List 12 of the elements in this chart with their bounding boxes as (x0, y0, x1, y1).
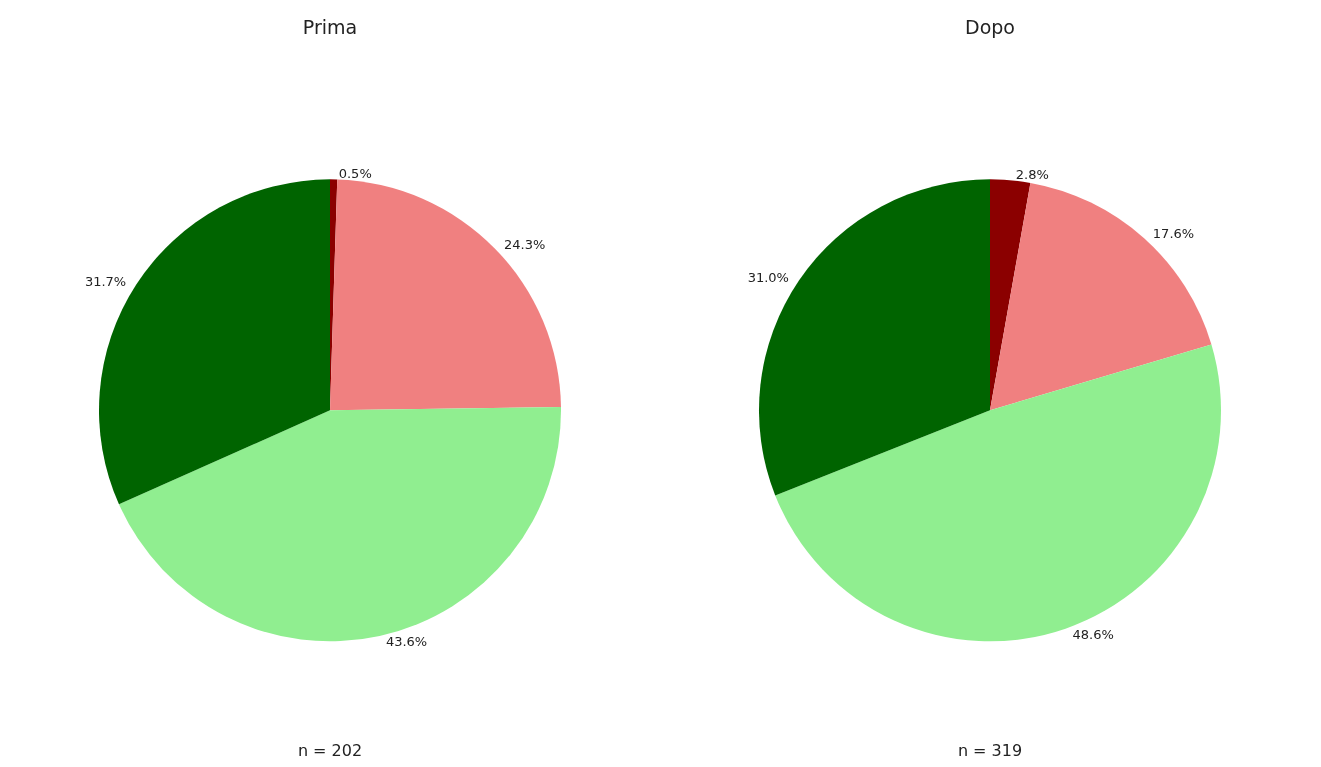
data-label: 43.6% (385, 634, 428, 650)
data-label: 31.7% (84, 273, 127, 289)
data-label: 24.3% (504, 236, 546, 252)
data-label: 48.6% (1072, 626, 1114, 642)
data-label: 17.6% (1152, 226, 1195, 242)
data-label: 2.8% (1015, 166, 1049, 182)
chart-title: Prima (302, 15, 358, 38)
text: n = 319 (957, 740, 1023, 760)
chart-title: Dopo (965, 15, 1015, 38)
data-label: 31.0% (747, 269, 789, 285)
data-label: 0.5% (338, 165, 372, 181)
text: n = 202 (297, 740, 363, 760)
